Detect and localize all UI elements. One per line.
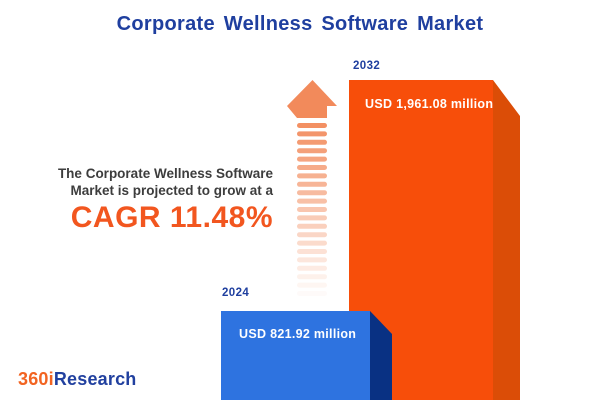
cagr-value: CAGR 11.48% [70,201,273,234]
annotation-line-1: The Corporate Wellness Software [57,166,273,181]
arrow-stripe [297,165,327,170]
arrow-stripe [297,265,327,271]
annotation-text: The Corporate Wellness Software Market i… [0,165,273,199]
growth-arrow-stripes [297,123,327,296]
growth-arrow [287,80,337,296]
arrow-stripe [297,282,327,288]
arrow-stripe [297,156,327,162]
arrow-stripe [297,207,327,212]
arrow-stripe [297,215,327,221]
value-label-2024: USD 821.92 million [239,327,357,341]
arrow-stripe [297,223,327,229]
arrow-stripe [297,123,327,128]
bar-2024-face [221,311,370,400]
year-label-2032: 2032 [353,60,381,72]
brand-logo-research: Research [53,369,137,389]
arrow-stripe [297,190,327,196]
arrow-stripe [297,249,327,254]
arrow-stripe [297,131,327,137]
arrow-stripe [297,232,327,238]
bar-2024-side [370,311,392,400]
arrow-stripe [297,274,327,280]
arrow-stripe [297,198,327,204]
brand-logo: 360iResearch [18,369,137,390]
arrow-stripe [297,181,327,187]
arrow-stripe [297,257,327,263]
page-title: Corporate Wellness Software Market [116,13,484,35]
arrow-stripe [297,291,327,296]
arrow-stripe [297,139,327,145]
arrow-stripe [297,148,327,154]
arrow-stripe [297,240,327,246]
annotation-line-2: Market is projected to grow at a [70,183,273,198]
bar-2032-side [493,80,520,400]
bar-2024 [221,311,392,400]
value-label-2032: USD 1,961.08 million [365,97,494,111]
bar-2032 [349,80,520,400]
arrow-stripe [297,173,327,179]
growth-arrow-head-icon [287,80,337,118]
year-label-2024: 2024 [222,287,250,299]
brand-logo-360i: 360i [18,369,54,389]
